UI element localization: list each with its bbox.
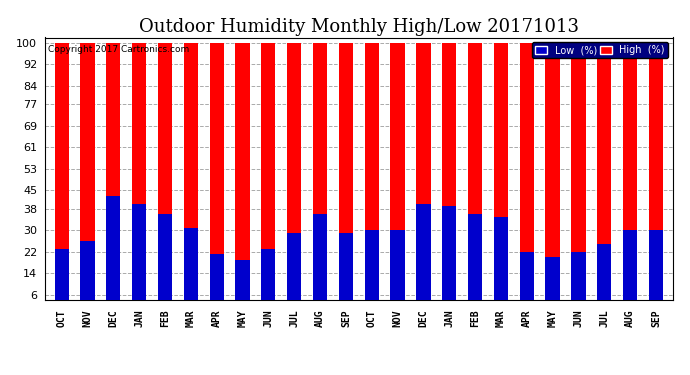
Bar [132, 204, 146, 311]
Bar [339, 233, 353, 311]
Bar [364, 230, 379, 311]
Legend: Low  (%), High  (%): Low (%), High (%) [533, 42, 668, 58]
Bar [468, 214, 482, 311]
Bar [442, 43, 456, 311]
Bar [55, 249, 69, 311]
Bar [571, 43, 586, 311]
Bar [262, 43, 275, 311]
Bar [339, 43, 353, 311]
Bar [391, 230, 404, 311]
Bar [364, 43, 379, 311]
Bar [597, 244, 611, 311]
Bar [210, 255, 224, 311]
Bar [210, 43, 224, 311]
Bar [158, 43, 172, 311]
Bar [468, 43, 482, 311]
Bar [184, 228, 198, 311]
Bar [184, 43, 198, 311]
Bar [313, 43, 327, 311]
Bar [520, 252, 534, 311]
Bar [546, 257, 560, 311]
Bar [235, 43, 250, 311]
Bar [597, 43, 611, 311]
Bar [494, 43, 508, 311]
Bar [55, 43, 69, 311]
Title: Outdoor Humidity Monthly High/Low 20171013: Outdoor Humidity Monthly High/Low 201710… [139, 18, 579, 36]
Bar [287, 233, 302, 311]
Bar [623, 230, 638, 311]
Bar [391, 43, 404, 311]
Bar [546, 43, 560, 311]
Bar [235, 260, 250, 311]
Bar [520, 43, 534, 311]
Bar [623, 43, 638, 311]
Bar [262, 249, 275, 311]
Bar [106, 43, 121, 311]
Bar [158, 214, 172, 311]
Bar [80, 43, 95, 311]
Bar [416, 204, 431, 311]
Bar [649, 230, 663, 311]
Bar [649, 43, 663, 311]
Bar [571, 252, 586, 311]
Bar [287, 43, 302, 311]
Bar [416, 43, 431, 311]
Bar [313, 214, 327, 311]
Bar [494, 217, 508, 311]
Bar [132, 43, 146, 311]
Bar [442, 206, 456, 311]
Bar [106, 195, 121, 311]
Text: Copyright 2017 Cartronics.com: Copyright 2017 Cartronics.com [48, 45, 189, 54]
Bar [80, 241, 95, 311]
